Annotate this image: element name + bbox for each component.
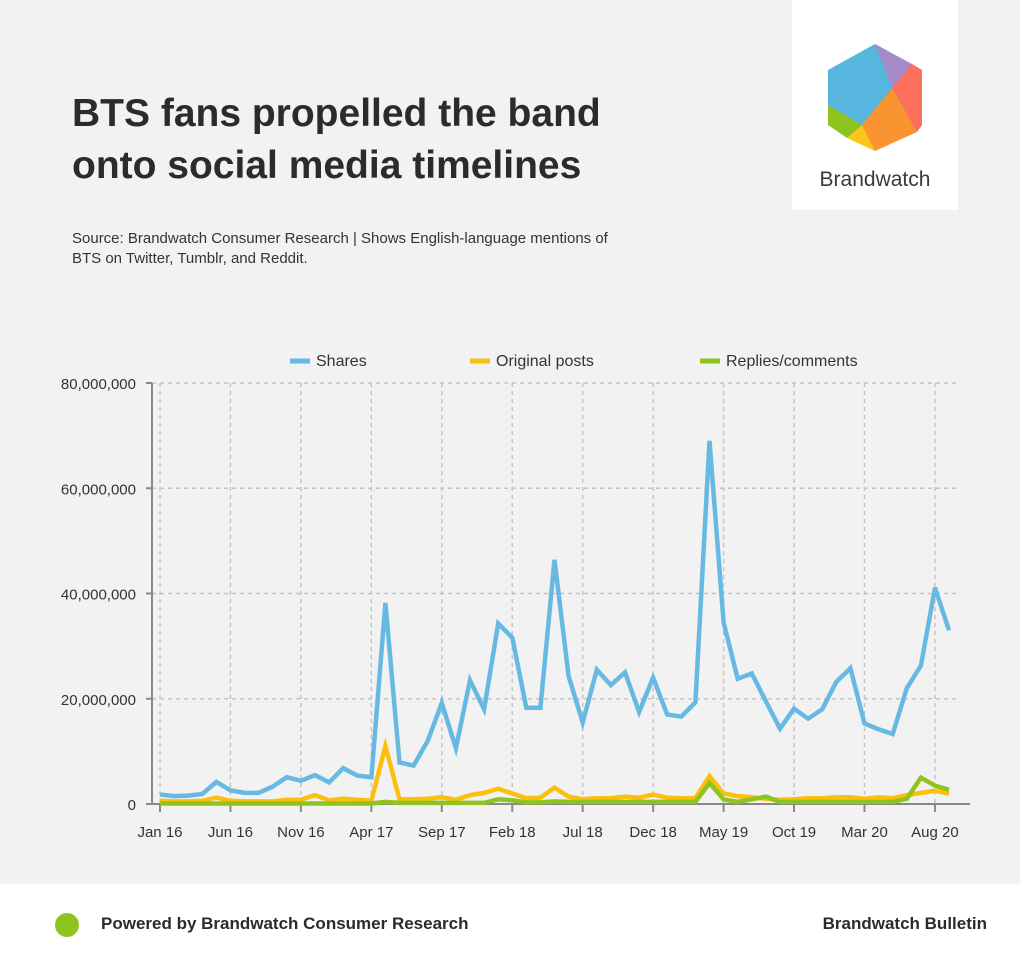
legend-label: Shares (316, 353, 367, 370)
series-line-original-posts (159, 737, 950, 804)
y-tick-label: 40,000,000 (61, 587, 136, 604)
y-tick-label: 80,000,000 (61, 376, 136, 393)
x-tick-label: Apr 17 (349, 824, 393, 841)
brandwatch-logo-icon (828, 44, 922, 151)
footer: Powered by Brandwatch Consumer Research … (0, 884, 1020, 963)
x-tick-label: Jan 16 (137, 824, 182, 841)
grid (152, 382, 960, 804)
footer-powered-by: Powered by Brandwatch Consumer Research (101, 914, 469, 933)
legend-label: Original posts (496, 353, 594, 370)
x-tick-label: Nov 16 (277, 824, 325, 841)
x-tick-label: Jul 18 (563, 824, 603, 841)
legend: Shares Original posts Replies/comments (290, 353, 858, 370)
series-line-replies-comments (160, 774, 950, 806)
x-tick-label: Mar 20 (841, 824, 888, 841)
green-dot-icon (55, 913, 79, 937)
x-tick-label: Dec 18 (629, 824, 677, 841)
x-tick-label: Oct 19 (772, 824, 816, 841)
x-tick-label: Sep 17 (418, 824, 466, 841)
x-tick-label: Aug 20 (911, 824, 959, 841)
footer-brand: Brandwatch Bulletin (822, 914, 987, 933)
chart-subtitle: Source: Brandwatch Consumer Research | S… (72, 230, 608, 267)
x-tick-label: May 19 (699, 824, 748, 841)
logo-text: Brandwatch (819, 168, 931, 191)
legend-label: Replies/comments (726, 353, 858, 370)
brandwatch-logo: Brandwatch (792, 0, 958, 210)
x-tick-label: Jun 16 (208, 824, 253, 841)
x-tick-label: Feb 18 (489, 824, 536, 841)
y-tick-label: 60,000,000 (61, 481, 136, 498)
line-chart: 0 20,000,000 40,000,000 60,000,000 80,000,00… (61, 353, 970, 841)
y-tick-label: 20,000,000 (61, 692, 136, 709)
y-tick-label: 0 (128, 797, 136, 814)
series-lines (159, 440, 952, 806)
series-line-shares (159, 440, 952, 799)
chart-title: BTS fans propelled the band onto social … (72, 92, 601, 187)
axes: 0 20,000,000 40,000,000 60,000,000 80,000,00… (61, 376, 970, 841)
